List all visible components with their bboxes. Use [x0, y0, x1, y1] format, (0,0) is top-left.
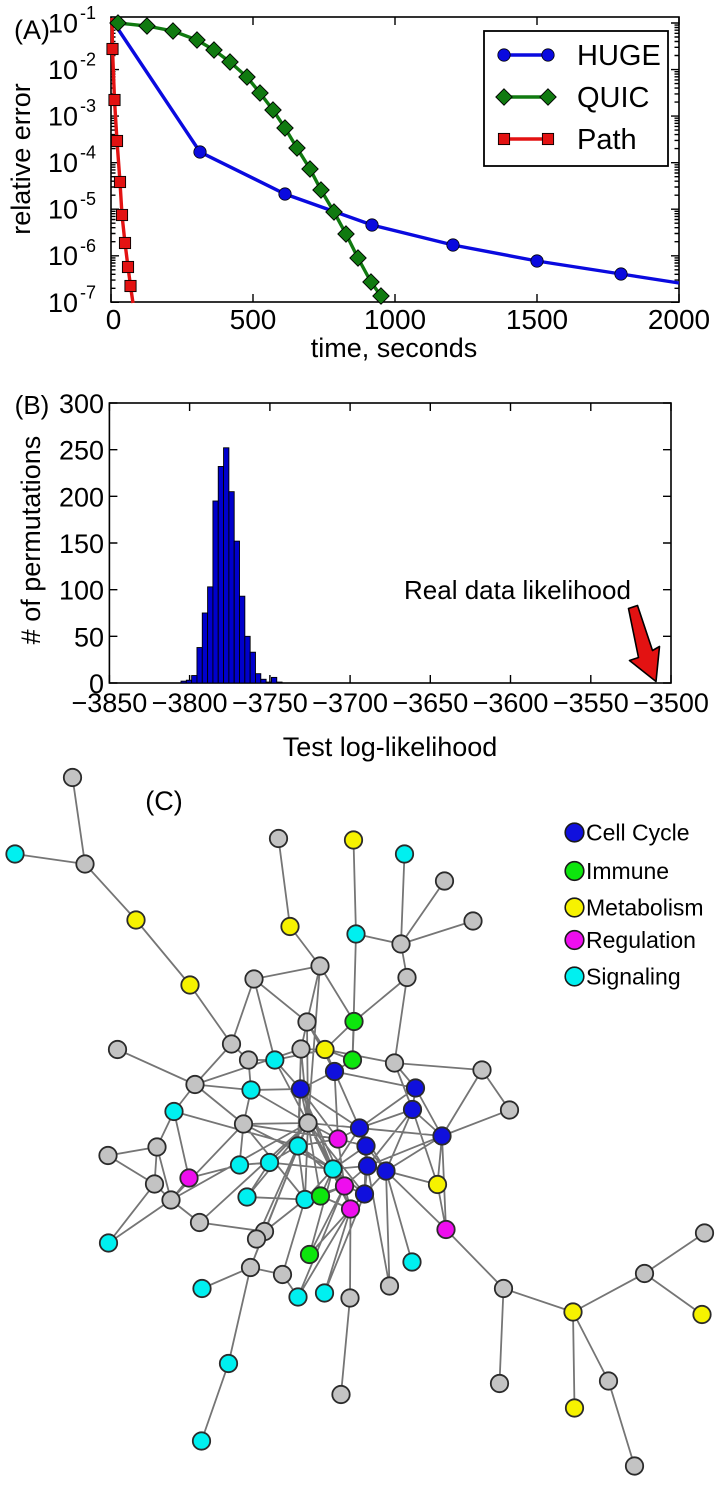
svg-text:10: 10 — [48, 195, 78, 225]
svg-text:150: 150 — [59, 529, 104, 559]
svg-text:−3700: −3700 — [312, 688, 388, 718]
svg-text:(C): (C) — [145, 786, 182, 816]
svg-text:1500: 1500 — [506, 304, 568, 335]
svg-text:Path: Path — [577, 124, 637, 156]
svg-text:10: 10 — [48, 102, 78, 132]
svg-text:−3550: −3550 — [553, 688, 629, 718]
svg-text:-3: -3 — [80, 96, 96, 116]
svg-text:Real data likelihood: Real data likelihood — [404, 575, 631, 605]
svg-text:-2: -2 — [80, 50, 96, 70]
svg-text:10: 10 — [48, 148, 78, 178]
svg-text:Signaling: Signaling — [586, 964, 681, 990]
svg-text:-5: -5 — [80, 189, 96, 209]
svg-text:−3800: −3800 — [152, 688, 228, 718]
svg-text:500: 500 — [230, 304, 277, 335]
svg-text:# of permutations: # of permutations — [16, 436, 46, 645]
svg-text:HUGE: HUGE — [577, 40, 661, 72]
svg-text:Immune: Immune — [586, 858, 669, 884]
svg-text:−3500: −3500 — [633, 688, 709, 718]
svg-text:Regulation: Regulation — [586, 927, 696, 953]
svg-text:10: 10 — [48, 9, 78, 39]
svg-text:time, seconds: time, seconds — [311, 333, 478, 363]
svg-text:-6: -6 — [80, 236, 96, 256]
svg-text:300: 300 — [59, 389, 104, 419]
svg-text:-7: -7 — [80, 282, 96, 302]
svg-text:0: 0 — [89, 669, 104, 699]
svg-text:250: 250 — [59, 436, 104, 466]
svg-text:Test log-likelihood: Test log-likelihood — [283, 732, 498, 762]
svg-text:(B): (B) — [15, 390, 50, 420]
svg-text:200: 200 — [59, 482, 104, 512]
svg-text:2000: 2000 — [648, 304, 710, 335]
svg-text:10: 10 — [48, 55, 78, 85]
svg-text:100: 100 — [59, 576, 104, 606]
svg-text:1000: 1000 — [364, 304, 426, 335]
svg-text:-1: -1 — [80, 3, 96, 23]
svg-text:0: 0 — [106, 304, 122, 335]
svg-text:10: 10 — [48, 288, 78, 318]
svg-text:relative error: relative error — [6, 83, 36, 235]
svg-text:QUIC: QUIC — [577, 82, 650, 114]
svg-text:−3750: −3750 — [232, 688, 308, 718]
svg-text:10: 10 — [48, 241, 78, 271]
svg-text:Metabolism: Metabolism — [586, 895, 704, 921]
svg-text:-4: -4 — [80, 143, 96, 163]
svg-text:50: 50 — [74, 622, 104, 652]
svg-text:Cell Cycle: Cell Cycle — [586, 820, 690, 846]
svg-text:−3600: −3600 — [473, 688, 549, 718]
svg-text:(A): (A) — [14, 15, 50, 45]
svg-text:−3650: −3650 — [392, 688, 468, 718]
svg-text:−3850: −3850 — [71, 688, 147, 718]
